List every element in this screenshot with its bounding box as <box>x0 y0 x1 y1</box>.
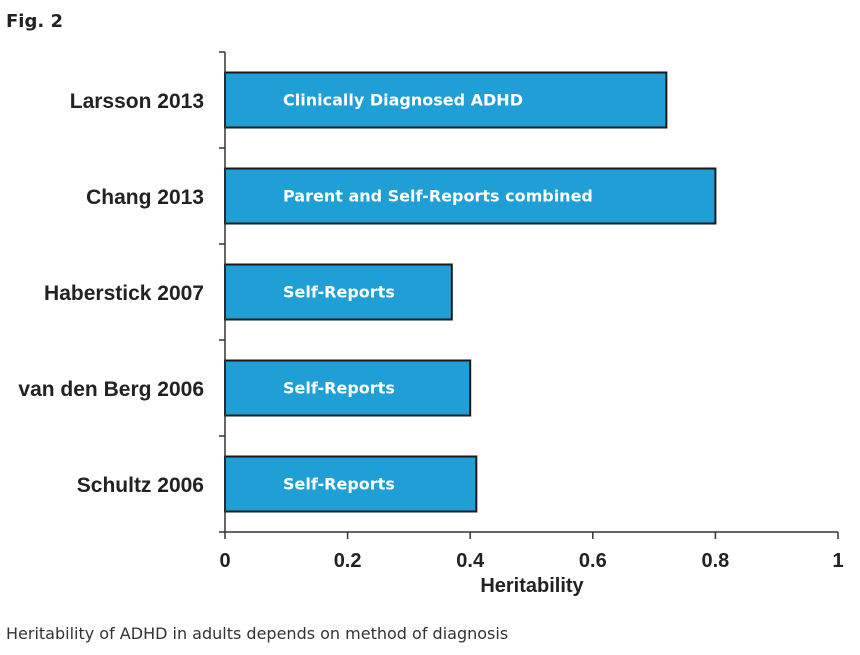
category-label-2: Chang 2013 <box>86 186 204 209</box>
bar-label-5: Self-Reports <box>283 475 395 494</box>
bar-label-2: Parent and Self-Reports combined <box>283 187 593 206</box>
bar-2 <box>224 167 717 225</box>
bar-label-4: Self-Reports <box>283 379 395 398</box>
figure-caption: Heritability of ADHD in adults depends o… <box>6 624 509 643</box>
figure-label: Fig. 2 <box>6 11 63 32</box>
bar-5 <box>224 455 478 513</box>
bar-1 <box>224 71 668 129</box>
x-tick-label-4: 0.6 <box>579 550 607 572</box>
category-label-3: Haberstick 2007 <box>44 282 204 305</box>
category-label-4: van den Berg 2006 <box>18 378 204 401</box>
heritability-bar-chart: Clinically Diagnosed ADHD Parent and Self… <box>18 51 844 597</box>
x-tick-label-3: 0.4 <box>456 550 485 572</box>
category-label-1: Larsson 2013 <box>70 90 204 113</box>
x-axis-title: Heritability <box>480 575 584 597</box>
bar-label-3: Self-Reports <box>283 283 395 302</box>
x-tick-label-5: 0.8 <box>701 550 729 572</box>
bar-label-1: Clinically Diagnosed ADHD <box>283 91 523 110</box>
bars-layer: Clinically Diagnosed ADHD Parent and Self… <box>224 71 717 513</box>
axes-layer: Larsson 2013 Chang 2013 Haberstick 2007 van… <box>18 51 844 572</box>
x-tick-label-6: 1 <box>832 550 843 572</box>
bar-4 <box>224 359 472 417</box>
x-tick-label-1: 0 <box>219 550 230 572</box>
category-label-5: Schultz 2006 <box>77 474 204 497</box>
x-tick-label-2: 0.2 <box>334 550 362 572</box>
